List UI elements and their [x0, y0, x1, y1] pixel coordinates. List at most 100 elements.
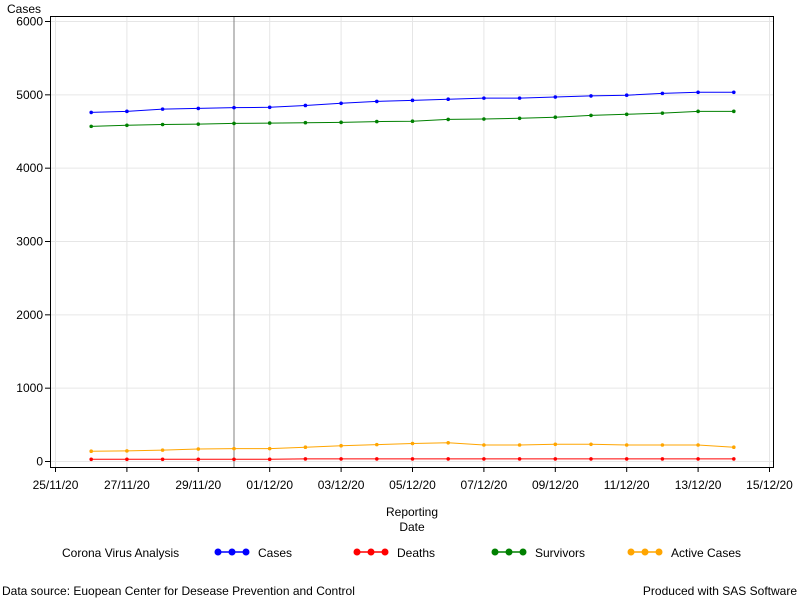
data-point-survivors	[410, 119, 415, 124]
data-point-survivors	[517, 116, 522, 121]
y-tick-label: 0	[36, 455, 43, 469]
data-point-survivors	[125, 123, 129, 128]
legend-marker-cases	[228, 548, 236, 556]
x-tick-label: 11/12/20	[604, 478, 650, 492]
data-point-survivors	[232, 121, 236, 126]
data-point-deaths	[517, 457, 522, 461]
x-tick-label: 09/12/20	[532, 478, 579, 492]
data-point-survivors	[732, 109, 736, 114]
data-point-deaths	[89, 457, 93, 462]
legend-label-deaths: Deaths	[397, 546, 435, 560]
data-point-deaths	[196, 457, 201, 462]
legend: Corona Virus Analysis Cases Deaths Survivo…	[62, 546, 741, 560]
data-point-cases	[125, 109, 129, 114]
y-axis-title: Cases	[7, 2, 41, 16]
data-point-cases	[553, 95, 558, 99]
data-point-deaths	[589, 457, 593, 461]
x-tick-label: 03/12/20	[318, 478, 365, 492]
data-point-cases	[589, 94, 593, 98]
x-tick-label: 05/12/20	[389, 478, 436, 492]
data-point-survivors	[196, 122, 201, 126]
x-tick-label: 15/12/20	[746, 478, 793, 492]
data-point-survivors	[89, 124, 93, 129]
data-point-active-cases	[410, 441, 415, 446]
data-point-active-cases	[553, 442, 558, 447]
data-point-survivors	[553, 115, 558, 119]
data-point-survivors	[303, 120, 308, 125]
legend-label-cases: Cases	[258, 546, 292, 560]
data-point-active-cases	[125, 449, 129, 453]
legend-marker-survivors	[519, 548, 527, 556]
x-axis-title-line-1: Reporting	[386, 505, 438, 519]
data-point-active-cases	[660, 443, 665, 447]
series-layer	[89, 90, 736, 462]
data-point-cases	[660, 91, 665, 96]
legend-marker-survivors	[505, 548, 513, 556]
data-point-active-cases	[696, 443, 700, 447]
data-point-survivors	[482, 117, 486, 121]
y-tick-label: 2000	[16, 308, 43, 322]
x-tick-label: 13/12/20	[675, 478, 722, 492]
x-tick-label: 29/11/20	[175, 478, 221, 492]
legend-marker-deaths	[353, 548, 361, 556]
x-tick-label: 27/11/20	[104, 478, 150, 492]
data-point-deaths	[482, 457, 486, 461]
data-point-survivors	[660, 111, 665, 115]
legend-label-active-cases: Active Cases	[671, 546, 741, 560]
legend-marker-deaths	[367, 548, 375, 556]
data-point-deaths	[624, 457, 629, 461]
data-point-deaths	[375, 457, 379, 461]
data-point-deaths	[553, 457, 558, 461]
legend-marker-active-cases	[655, 548, 663, 556]
data-point-active-cases	[339, 443, 343, 448]
data-point-deaths	[339, 457, 343, 461]
data-point-survivors	[589, 113, 593, 118]
data-point-cases	[446, 97, 451, 102]
legend-title: Corona Virus Analysis	[62, 546, 179, 560]
y-tick-label: 3000	[16, 235, 43, 249]
data-point-active-cases	[160, 448, 165, 452]
data-point-deaths	[446, 457, 451, 461]
legend-marker-active-cases	[641, 548, 649, 556]
y-axis: 0 1000 2000 3000 4000 5000 6000	[16, 15, 50, 469]
data-point-active-cases	[232, 446, 236, 451]
data-point-survivors	[267, 121, 272, 125]
footnote-data-source: Data source: Euopean Center for Desease …	[2, 584, 355, 598]
data-point-active-cases	[517, 443, 522, 447]
data-point-active-cases	[732, 445, 736, 450]
data-point-deaths	[303, 457, 308, 461]
data-point-cases	[517, 96, 522, 100]
data-point-active-cases	[89, 449, 93, 454]
data-point-survivors	[375, 119, 379, 124]
data-point-cases	[232, 105, 236, 110]
legend-marker-deaths	[381, 548, 389, 556]
data-point-cases	[624, 93, 629, 97]
data-point-cases	[732, 90, 736, 95]
legend-marker-cases	[214, 548, 222, 556]
data-point-active-cases	[375, 442, 379, 447]
data-point-active-cases	[267, 446, 272, 451]
legend-marker-survivors	[491, 548, 499, 556]
data-point-cases	[160, 107, 165, 111]
x-tick-label: 25/11/20	[33, 478, 79, 492]
data-point-cases	[482, 96, 486, 100]
data-point-active-cases	[303, 445, 308, 450]
y-tick-label: 1000	[16, 381, 43, 395]
x-axis-title-line-2: Date	[399, 520, 425, 534]
data-point-deaths	[160, 457, 165, 462]
legend-marker-active-cases	[627, 548, 635, 556]
data-point-survivors	[696, 109, 700, 114]
data-point-cases	[375, 99, 379, 104]
data-point-deaths	[232, 457, 236, 462]
data-point-deaths	[267, 457, 272, 462]
y-tick-label: 4000	[16, 161, 43, 175]
data-point-cases	[410, 98, 415, 103]
data-point-deaths	[410, 457, 415, 461]
grid	[50, 16, 773, 467]
data-point-cases	[339, 101, 343, 106]
data-point-cases	[696, 90, 700, 95]
data-point-active-cases	[446, 441, 451, 445]
data-point-cases	[267, 105, 272, 110]
data-point-deaths	[732, 457, 736, 461]
